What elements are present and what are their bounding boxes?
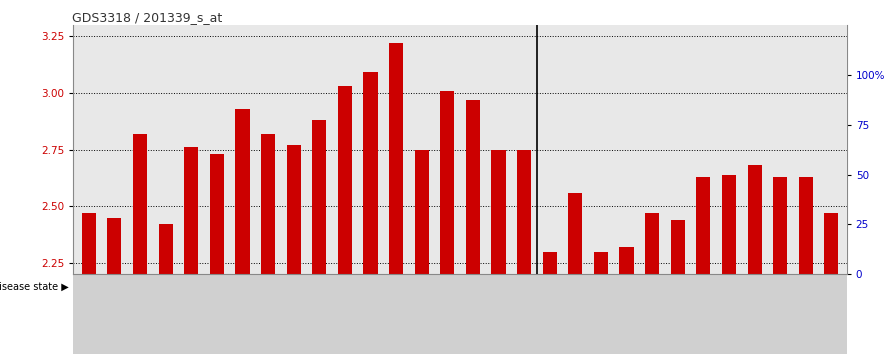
Bar [287, 145, 301, 354]
Bar [338, 86, 352, 354]
Bar [773, 177, 788, 354]
Text: disease state ▶: disease state ▶ [0, 282, 69, 292]
Bar [185, 147, 198, 354]
Bar [466, 99, 480, 354]
Bar [73, 274, 847, 354]
Bar [210, 154, 224, 354]
Bar [722, 175, 736, 354]
Bar [312, 120, 326, 354]
Bar [389, 43, 403, 354]
Bar [415, 149, 428, 354]
Bar [82, 213, 96, 354]
Bar [619, 247, 633, 354]
Bar [543, 252, 556, 354]
Bar [824, 213, 839, 354]
Bar [747, 165, 762, 354]
Bar [798, 177, 813, 354]
Text: control: control [672, 282, 709, 292]
Bar [133, 134, 147, 354]
Bar [440, 91, 454, 354]
Text: GDS3318 / 201339_s_at: GDS3318 / 201339_s_at [72, 11, 222, 24]
Bar [236, 109, 249, 354]
Bar [696, 177, 711, 354]
Bar [594, 252, 608, 354]
Bar [671, 220, 685, 354]
Bar [568, 193, 582, 354]
Bar [645, 213, 659, 354]
Bar [261, 134, 275, 354]
Bar [364, 73, 377, 354]
Bar [517, 149, 531, 354]
Bar [492, 149, 505, 354]
Bar [159, 224, 173, 354]
Bar [108, 218, 122, 354]
Legend: transformed count, percentile rank within the sample: transformed count, percentile rank withi… [79, 326, 273, 349]
Text: sickle cell disease: sickle cell disease [260, 282, 354, 292]
Bar [76, 274, 537, 299]
Bar [537, 274, 844, 299]
